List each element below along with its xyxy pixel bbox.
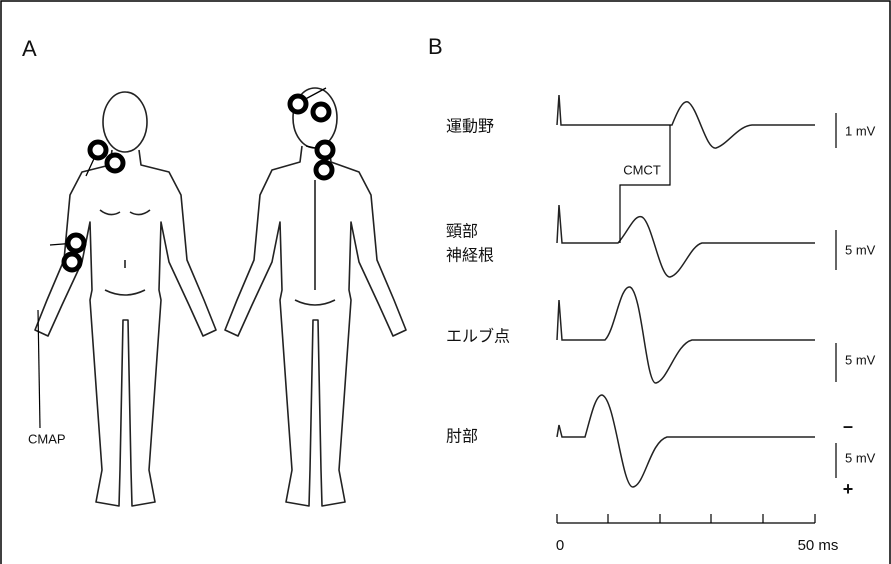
trace-label: 頸部 xyxy=(446,222,478,241)
trace-label: エルブ点 xyxy=(446,327,510,346)
time-axis xyxy=(556,514,816,524)
polarity-minus: – xyxy=(843,416,853,436)
cmct-label: CMCT xyxy=(623,162,661,177)
scale-label: 5 mV xyxy=(845,352,876,367)
time-start: 0 xyxy=(556,537,564,554)
panel-label: B xyxy=(428,34,443,59)
trace-label: 肘部 xyxy=(446,427,478,446)
panel-label: A xyxy=(22,36,37,61)
time-end: 50 ms xyxy=(798,537,839,554)
front-body xyxy=(34,91,217,507)
trace-label: 運動野 xyxy=(446,117,494,136)
back-body xyxy=(224,87,407,507)
cmap-label: CMAP xyxy=(28,431,66,446)
trace-label: 神経根 xyxy=(446,246,494,265)
scale-label: 1 mV xyxy=(845,123,876,138)
polarity-plus: + xyxy=(843,479,854,499)
electrodes xyxy=(49,87,336,273)
cmct-bracket xyxy=(619,125,671,243)
waveforms xyxy=(556,94,815,488)
scale-label: 5 mV xyxy=(845,450,876,465)
scale-label: 5 mV xyxy=(845,242,876,257)
cmap-pointer xyxy=(37,309,41,429)
